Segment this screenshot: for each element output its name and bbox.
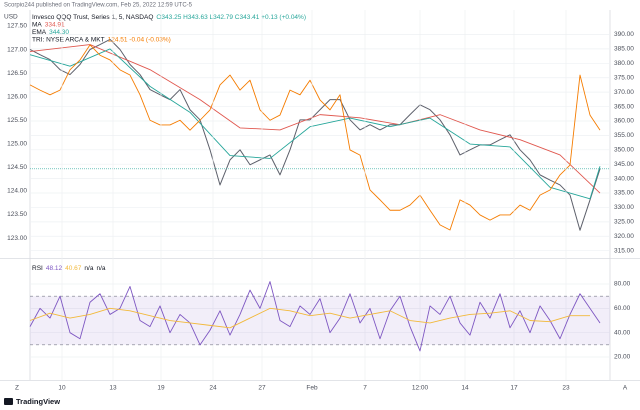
- y-tick-label: 365.00: [614, 103, 634, 110]
- x-tick-label: 17: [510, 385, 518, 392]
- y-tick-label: 390.00: [614, 31, 634, 38]
- legend-entry: Invesco QQQ Trust, Series 1, 5, NASDAQ O3…: [32, 14, 306, 21]
- legend-label: EMA: [32, 29, 47, 36]
- legend-entry: EMA 344.30: [32, 29, 69, 36]
- x-tick-label: 7: [363, 385, 367, 392]
- series-line: [29, 48, 601, 200]
- series-line: [29, 44, 601, 194]
- y-tick-label: 60.00: [614, 305, 631, 312]
- x-tick-label: 27: [258, 385, 266, 392]
- y-tick-label: 123.00: [7, 235, 27, 242]
- legend-value: 124.51 -0.04 (-0.03%): [108, 36, 171, 43]
- y-tick-label: 330.00: [614, 204, 634, 211]
- legend-value: 334.91: [45, 21, 65, 28]
- y-tick-label: 80.00: [614, 281, 631, 288]
- legend-value: 344.30: [49, 29, 69, 36]
- y-tick-label: 315.00: [614, 247, 634, 254]
- series-line: [29, 307, 590, 329]
- legend-value: 48.12: [46, 265, 63, 272]
- x-tick-label: 12:00: [412, 385, 429, 392]
- legend-value: n/a: [84, 265, 93, 272]
- legend-label: TRI: NYSE ARCA & MKT: [32, 36, 105, 43]
- publisher-note: Scorpio244 published on TradingView.com,…: [4, 3, 193, 9]
- y-tick-label: 340.00: [614, 175, 634, 182]
- grid: [30, 10, 610, 380]
- y-tick-label: 380.00: [614, 60, 634, 67]
- y-tick-label: 123.50: [7, 211, 27, 218]
- scale-button[interactable]: Z: [15, 385, 19, 392]
- series-line: [29, 38, 601, 231]
- legend-value: 40.67: [65, 265, 82, 272]
- y-tick-label: 20.00: [614, 354, 631, 361]
- legend-entry: RSI 48.12 40.67 n/a n/a: [32, 265, 106, 272]
- x-tick-label: 24: [209, 385, 217, 392]
- x-tick-label: 23: [562, 385, 570, 392]
- x-tick-label: 13: [109, 385, 117, 392]
- y-tick-label: 124.00: [7, 188, 27, 195]
- y-tick-label: 126.50: [7, 70, 27, 77]
- series-line: [29, 281, 601, 352]
- legend-entry: MA 334.91: [32, 21, 65, 28]
- y-tick-label: 350.00: [614, 147, 634, 154]
- y-tick-label: 125.50: [7, 117, 27, 124]
- y-tick-label: 125.00: [7, 141, 27, 148]
- legend-label: MA: [32, 21, 42, 28]
- legend-label: RSI: [32, 265, 43, 272]
- x-tick-label: Feb: [306, 385, 318, 392]
- x-tick-label: 19: [157, 385, 165, 392]
- grid: [30, 34, 610, 252]
- y-tick-label: 126.00: [7, 93, 27, 100]
- scale-button[interactable]: A: [623, 385, 628, 392]
- y-tick-label: 370.00: [614, 89, 634, 96]
- band-fill: [30, 296, 610, 345]
- y-tick-label: 385.00: [614, 46, 634, 53]
- legend-label: Invesco QQQ Trust, Series 1, 5, NASDAQ: [32, 14, 153, 21]
- y-tick-label: 127.00: [7, 46, 27, 53]
- x-tick-label: 14: [461, 385, 469, 392]
- y-tick-label: 345.00: [614, 161, 634, 168]
- legend-value: n/a: [96, 265, 105, 272]
- y-tick-label: 375.00: [614, 74, 634, 81]
- logo-mark: [4, 398, 13, 405]
- legend-entry: TRI: NYSE ARCA & MKT 124.51 -0.04 (-0.03%…: [32, 36, 171, 43]
- footer-brand: TradingView: [16, 397, 60, 406]
- legend-value: O343.25 H343.63 L342.79 C343.41 +0.13 (+…: [156, 14, 306, 21]
- series-line: [29, 44, 601, 231]
- x-tick-label: 10: [58, 385, 66, 392]
- y-tick-label: 325.00: [614, 219, 634, 226]
- y-tick-label: 40.00: [614, 329, 631, 336]
- y-tick-label: 360.00: [614, 118, 634, 125]
- y-tick-label: 320.00: [614, 233, 634, 240]
- footer-logo: TradingView: [4, 397, 60, 406]
- y-axis-label: USD: [4, 14, 18, 21]
- y-tick-label: 355.00: [614, 132, 634, 139]
- y-tick-label: 127.50: [7, 23, 27, 30]
- y-tick-label: 335.00: [614, 190, 634, 197]
- y-tick-label: 124.50: [7, 164, 27, 171]
